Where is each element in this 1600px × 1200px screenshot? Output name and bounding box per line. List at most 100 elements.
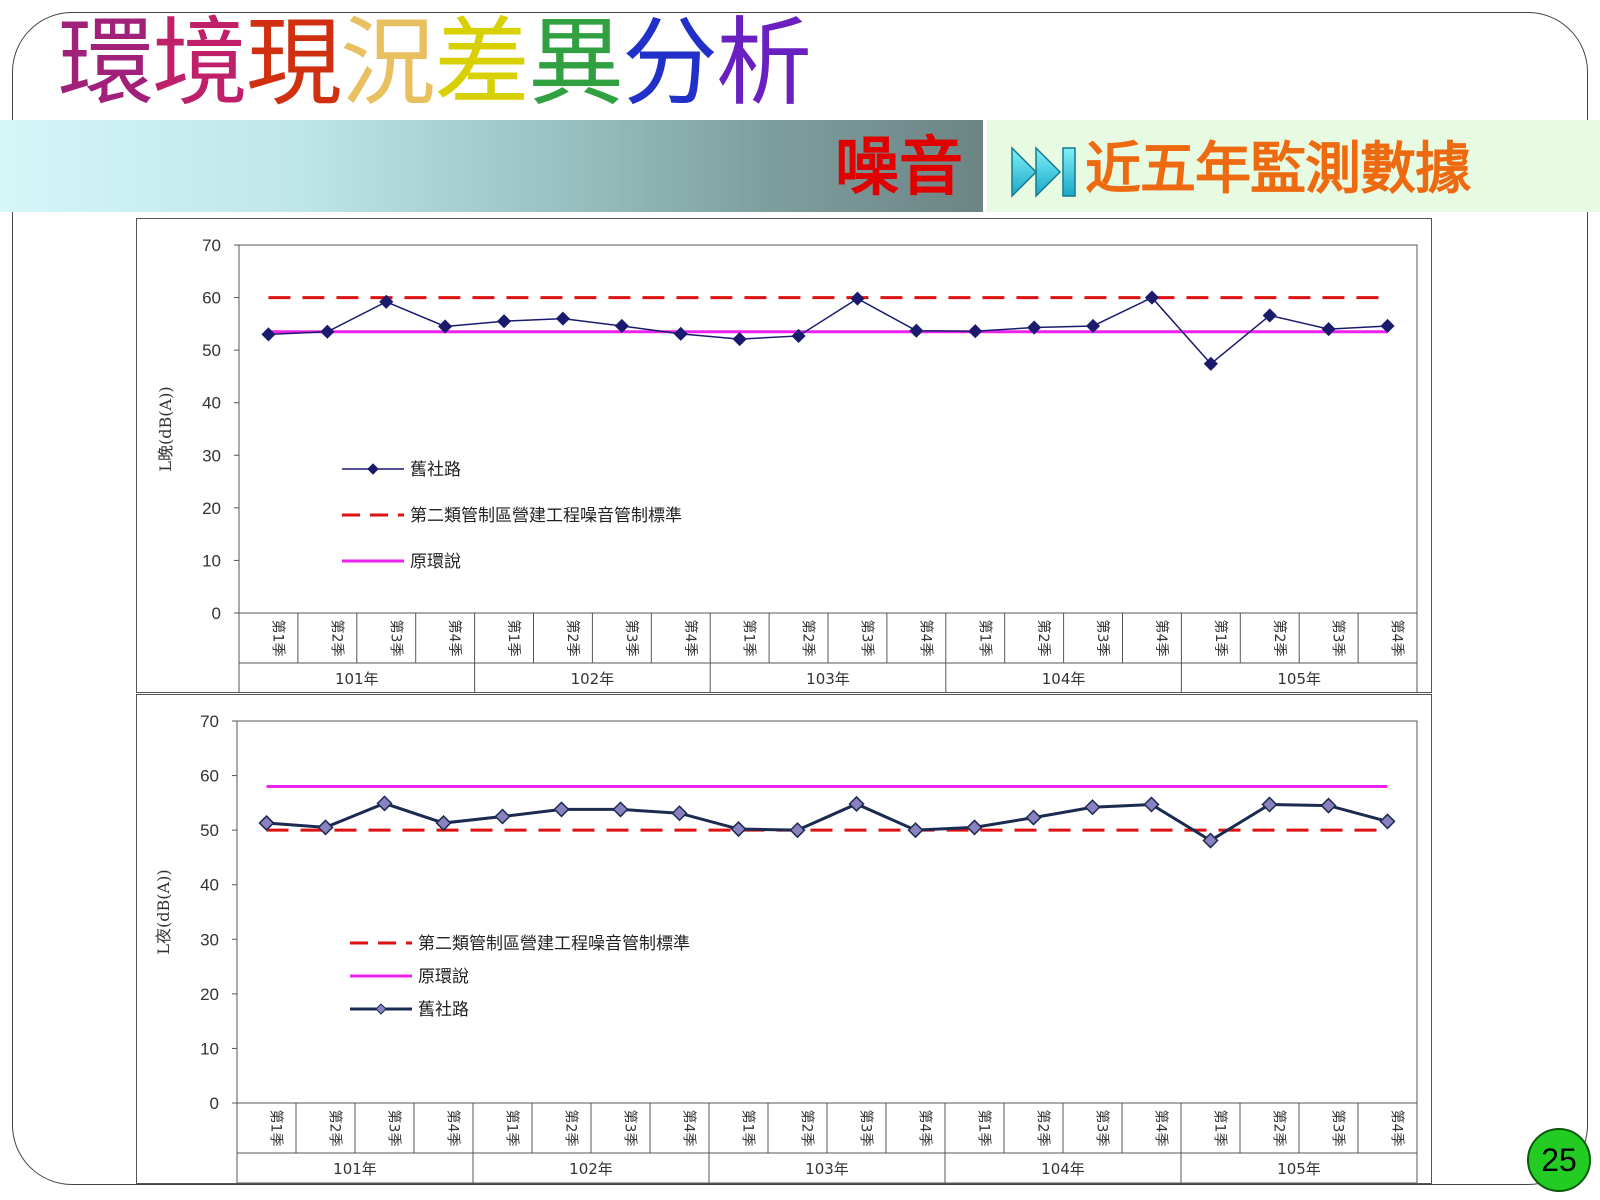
data-point [1262, 308, 1277, 323]
title-char: 差 [434, 7, 530, 119]
x-tick-label: 第4季 [917, 1110, 934, 1147]
page-number-badge [1527, 1128, 1591, 1192]
legend-label: 舊社路 [410, 460, 461, 480]
y-tick-label: 70 [202, 236, 221, 255]
x-tick-label: 第4季 [446, 620, 463, 657]
y-tick-label: 40 [200, 876, 219, 895]
data-point [966, 819, 983, 836]
data-point [909, 323, 924, 338]
data-point [317, 819, 334, 836]
data-point [1202, 832, 1219, 849]
x-group-label: 101年 [333, 1160, 377, 1178]
series-line-road [266, 801, 1388, 843]
subject-label: 噪音 [835, 130, 963, 205]
data-point [435, 814, 452, 832]
x-tick-label: 第4季 [1389, 620, 1406, 657]
title-char: 境 [152, 7, 248, 119]
data-point [789, 822, 806, 839]
data-point [730, 820, 747, 838]
x-tick-label: 第2季 [328, 620, 345, 657]
y-tick-label: 40 [202, 394, 221, 413]
x-tick-label: 第1季 [268, 1110, 285, 1147]
legend-label: 第二類管制區營建工程噪音管制標準 [410, 506, 682, 526]
x-tick-label: 第4季 [682, 620, 699, 657]
x-tick-label: 第3季 [386, 1110, 403, 1147]
y-tick-label: 50 [202, 341, 221, 360]
title-char: 析 [716, 7, 812, 119]
x-group-label: 102年 [571, 670, 615, 688]
x-tick-label: 第1季 [740, 1110, 757, 1147]
x-group-label: 103年 [806, 670, 850, 688]
x-tick-label: 第3季 [622, 1110, 639, 1147]
plot-area [238, 244, 1418, 614]
x-tick-label: 第2季 [1271, 620, 1288, 657]
x-tick-label: 第1季 [505, 620, 522, 657]
fast-forward-icon [1011, 146, 1076, 198]
data-point [1380, 318, 1395, 334]
legend-label: 原環說 [418, 967, 469, 987]
y-tick-label: 10 [200, 1039, 219, 1058]
data-point [1320, 797, 1337, 814]
x-tick-label: 第3季 [387, 620, 404, 657]
y-tick-label: 60 [202, 289, 221, 308]
data-point [438, 319, 453, 334]
plot-area [236, 720, 1418, 1104]
data-point [376, 795, 393, 812]
y-tick-label: 0 [210, 1094, 219, 1113]
chart-night-svg: 0 10 20 30 40 50 60 70 L夜(dB(A)) 第1季 第2季 第3季 第4季 第1季 第… [154, 712, 1418, 1183]
data-point [850, 291, 865, 306]
x-tick-label: 第1季 [269, 620, 286, 657]
y-axis-label: L晚(dB(A)) [156, 386, 175, 471]
x-group-label: 104年 [1041, 1160, 1085, 1178]
data-point [258, 814, 275, 832]
chart-night: 0 10 20 30 40 50 60 70 L夜(dB(A)) 第1季 第2季 第3季 第4季 第1季 第… [136, 694, 1432, 1184]
data-point [1379, 813, 1396, 830]
header-banner-right [987, 120, 1600, 212]
x-tick-label: 第3季 [858, 620, 875, 657]
data-point [1085, 318, 1101, 334]
header-banner [0, 120, 987, 212]
x-tick-label: 第3季 [623, 620, 640, 657]
x-tick-label: 第1季 [976, 620, 993, 657]
x-group-label: 105年 [1277, 670, 1321, 688]
chart-evening: 0 10 20 30 40 50 60 70 L晚(dB(A)) 第1季 第2季 第3季 第4季 第1季 第… [136, 218, 1432, 693]
x-tick-label: 第2季 [327, 1110, 344, 1147]
subtitle: 近五年監測數據 [1085, 137, 1471, 202]
x-tick-label: 第3季 [1330, 1110, 1347, 1147]
x-tick-label: 第2季 [1035, 1110, 1052, 1147]
y-tick-label: 70 [200, 712, 219, 731]
title-char: 分 [622, 7, 718, 119]
data-point [968, 324, 983, 339]
chart-evening-svg: 0 10 20 30 40 50 60 70 L晚(dB(A)) 第1季 第2季 第3季 第4季 第1季 第… [156, 236, 1418, 692]
x-tick-label: 第4季 [1153, 1110, 1170, 1147]
x-tick-label: 第4季 [917, 620, 934, 657]
data-point [1144, 290, 1160, 305]
data-point [1027, 320, 1042, 335]
legend-marker [367, 463, 379, 475]
x-tick-label: 第4季 [445, 1110, 462, 1147]
y-tick-label: 0 [212, 604, 221, 623]
data-point [496, 314, 512, 329]
y-tick-label: 30 [200, 930, 219, 949]
x-group-label: 105年 [1277, 1160, 1321, 1178]
data-point [1261, 796, 1278, 813]
legend-label: 第二類管制區營建工程噪音管制標準 [418, 934, 690, 954]
x-tick-label: 第4季 [1153, 620, 1170, 657]
x-group-label: 101年 [335, 670, 379, 688]
data-point [791, 328, 806, 344]
series-line-road [268, 296, 1388, 365]
slide-title: 環境現況差異分析 [58, 7, 812, 119]
legend-label: 原環說 [410, 552, 461, 572]
y-axis-label: L夜(dB(A)) [154, 869, 173, 954]
title-char: 異 [528, 7, 624, 119]
x-tick-label: 第3季 [1094, 1110, 1111, 1147]
x-tick-label: 第4季 [681, 1110, 698, 1147]
x-tick-label: 第2季 [799, 1110, 816, 1147]
x-tick-label: 第3季 [1094, 620, 1111, 657]
data-point [553, 801, 570, 818]
data-point [1084, 799, 1101, 816]
data-point [907, 822, 924, 839]
data-point [671, 805, 688, 822]
page-number: 25 [1541, 1142, 1577, 1178]
x-tick-label: 第1季 [504, 1110, 521, 1147]
